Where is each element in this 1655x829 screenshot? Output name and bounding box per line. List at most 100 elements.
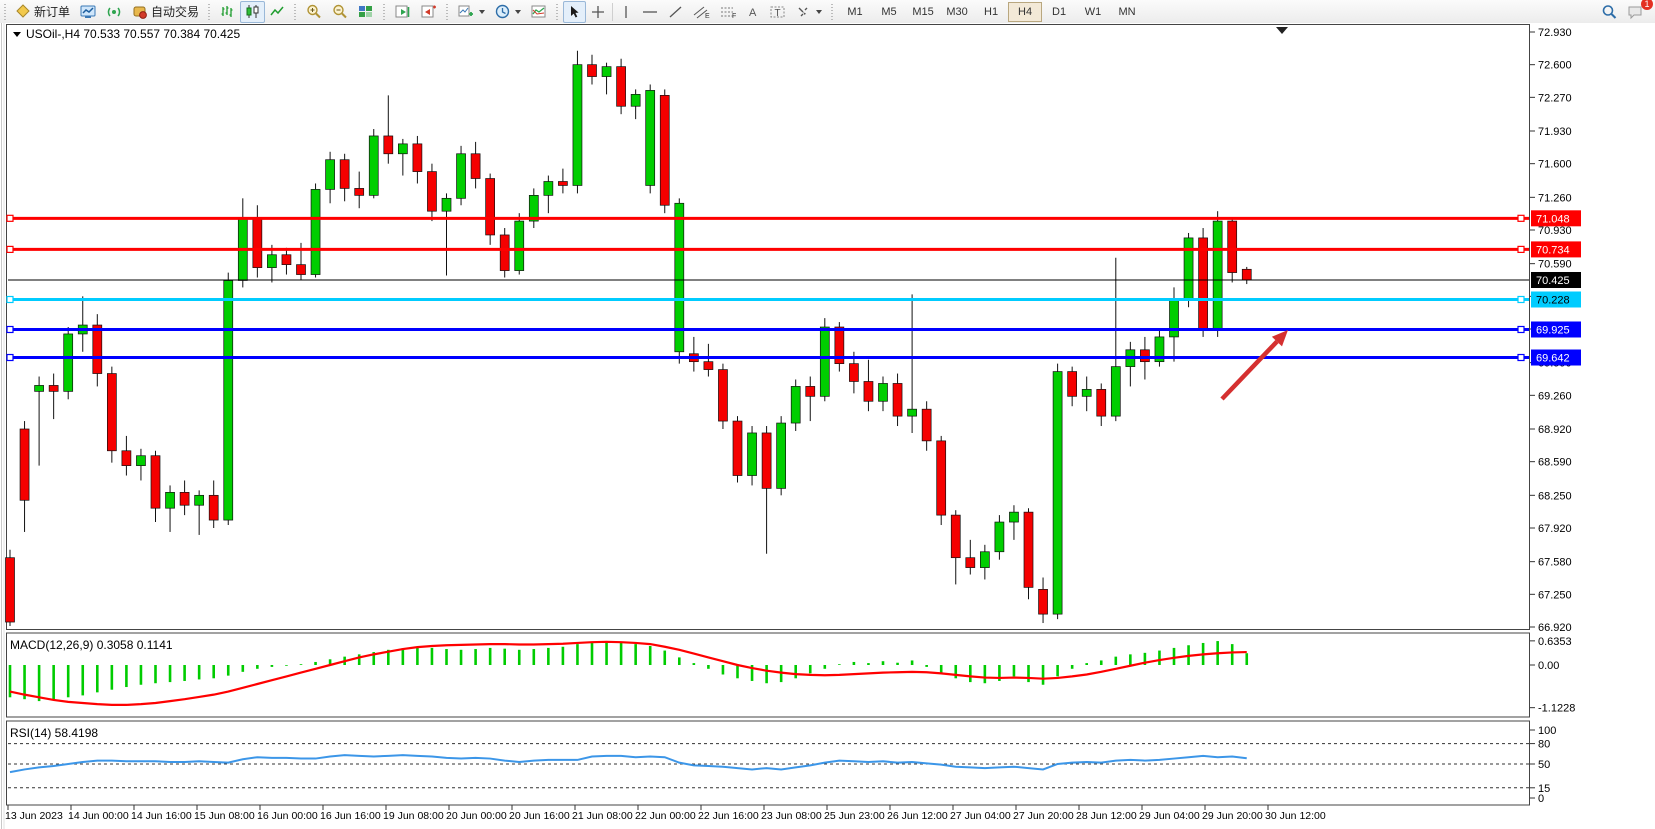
text-label-icon: T	[770, 5, 786, 19]
fibonacci-tool-button[interactable]: F	[715, 1, 742, 23]
panel-frame	[6, 632, 1530, 718]
date-label: 13 Jun 2023	[5, 810, 63, 822]
market-watch-button[interactable]	[75, 1, 101, 23]
trendline-icon	[668, 5, 683, 19]
trend-arrow-annotation[interactable]	[1220, 330, 1288, 401]
timeframe-button-m15[interactable]: M15	[912, 5, 934, 18]
price-tick-label: 72.600	[1538, 60, 1572, 72]
notifications-button[interactable]: 1	[1622, 0, 1653, 23]
candle-body	[1154, 336, 1165, 363]
clock-icon	[495, 4, 510, 19]
toolbar-grip[interactable]	[207, 3, 213, 20]
chart-shift-button[interactable]	[416, 1, 442, 23]
candlestick-chart-icon	[245, 4, 260, 19]
timeframe-button-d1[interactable]: D1	[1052, 5, 1067, 18]
vertical-line-tool-button[interactable]	[615, 1, 637, 23]
toolbar-grip[interactable]	[3, 3, 8, 20]
candle-body	[165, 492, 175, 509]
timeframe-button-h4[interactable]: H4	[1008, 1, 1043, 22]
date-label: 16 Jun 16:00	[320, 810, 381, 822]
periods-button[interactable]	[490, 1, 526, 23]
arrow-head	[1271, 330, 1288, 347]
line-chart-icon	[270, 4, 285, 19]
candle-body	[456, 153, 466, 199]
timeframe-button-m1[interactable]: M1	[847, 5, 863, 18]
auto-scroll-button[interactable]	[390, 1, 416, 23]
indicators-button[interactable]	[526, 1, 552, 23]
date-label: 19 Jun 08:00	[383, 810, 444, 822]
toolbar-grip[interactable]	[445, 3, 451, 20]
autotrading-icon	[132, 4, 148, 19]
timeframe-button-m5[interactable]: M5	[881, 5, 897, 18]
signal-button[interactable]	[101, 1, 127, 23]
toolbar-grip[interactable]	[293, 3, 299, 20]
zoom-in-button[interactable]	[301, 1, 327, 23]
cursor-tool-button[interactable]	[563, 0, 587, 23]
candle-body	[1023, 511, 1034, 588]
line-endpoint-handle[interactable]	[6, 245, 14, 254]
line-endpoint-handle[interactable]	[1517, 353, 1525, 362]
line-endpoint-handle[interactable]	[6, 295, 14, 304]
new-chart-button[interactable]	[453, 1, 490, 23]
candle-body	[776, 422, 787, 489]
autotrading-button[interactable]: 自动交易	[127, 1, 204, 23]
timeframe-button-mn[interactable]: MN	[1118, 5, 1136, 18]
price-line-label-text: 69.642	[1536, 353, 1570, 365]
candle-body	[1169, 299, 1179, 338]
text-label-tool-button[interactable]: T	[765, 1, 791, 23]
macd-scale-label: -1.1228	[1538, 703, 1575, 715]
candle-body	[645, 90, 656, 186]
tile-windows-button[interactable]	[353, 1, 379, 23]
candle-body	[136, 455, 146, 466]
line-endpoint-handle[interactable]	[6, 325, 14, 334]
candle-body	[805, 386, 816, 397]
zoom-out-button[interactable]	[327, 1, 353, 23]
line-endpoint-handle[interactable]	[6, 214, 14, 222]
line-endpoint-handle[interactable]	[1517, 325, 1525, 334]
candle-body	[878, 383, 888, 402]
auto-scroll-icon	[395, 4, 411, 19]
candlestick-series	[5, 50, 1252, 626]
candle-body	[761, 432, 772, 489]
channel-tool-button[interactable]: E	[688, 1, 715, 23]
toolbar-grip[interactable]	[555, 3, 561, 20]
new-order-button[interactable]: 新订单	[11, 1, 75, 23]
line-endpoint-handle[interactable]	[6, 353, 14, 362]
price-tick-label: 68.250	[1538, 490, 1572, 502]
line-endpoint-handle[interactable]	[1517, 245, 1525, 254]
crosshair-tool-button[interactable]	[586, 1, 610, 23]
price-tick-label: 67.580	[1538, 557, 1572, 569]
timeframe-button-h1[interactable]: H1	[984, 5, 999, 18]
candle-body	[92, 324, 103, 374]
symbol-dropdown-icon[interactable]	[13, 32, 21, 37]
candle-body	[892, 383, 903, 417]
candle-body	[281, 254, 292, 265]
chart-area[interactable]: 72.930 72.600 72.270 71.930 71.600 71.260 70.9…	[0, 23, 1655, 829]
line-chart-button[interactable]	[265, 1, 290, 23]
line-endpoint-handle[interactable]	[1517, 295, 1525, 304]
horizontal-line-tool-button[interactable]	[637, 1, 663, 23]
timeframe-button-w1[interactable]: W1	[1084, 5, 1102, 18]
timeframe-button-m30[interactable]: M30	[946, 5, 968, 18]
market-watch-icon	[80, 4, 96, 19]
autotrading-label: 自动交易	[151, 5, 200, 19]
candle-body	[747, 432, 757, 476]
candle-body	[514, 220, 525, 271]
candle-body	[616, 66, 626, 107]
price-line-label	[1531, 291, 1581, 308]
toolbar-grip[interactable]	[382, 3, 388, 20]
arrows-tool-button[interactable]	[791, 1, 827, 23]
crosshair-icon	[591, 5, 605, 19]
candle-body	[601, 66, 612, 77]
text-tool-button[interactable]: A	[742, 1, 765, 23]
candle-body	[1183, 237, 1194, 301]
candlestick-chart-button[interactable]	[240, 0, 266, 23]
toolbar-grip[interactable]	[830, 3, 836, 20]
candle-body	[950, 514, 961, 559]
search-button[interactable]	[1596, 1, 1622, 23]
line-endpoint-handle[interactable]	[1517, 214, 1525, 222]
bar-chart-button[interactable]	[215, 1, 240, 23]
price-tick-label: 71.260	[1538, 192, 1572, 204]
trendline-tool-button[interactable]	[663, 1, 688, 23]
rsi-scale-label: 15	[1538, 783, 1550, 795]
